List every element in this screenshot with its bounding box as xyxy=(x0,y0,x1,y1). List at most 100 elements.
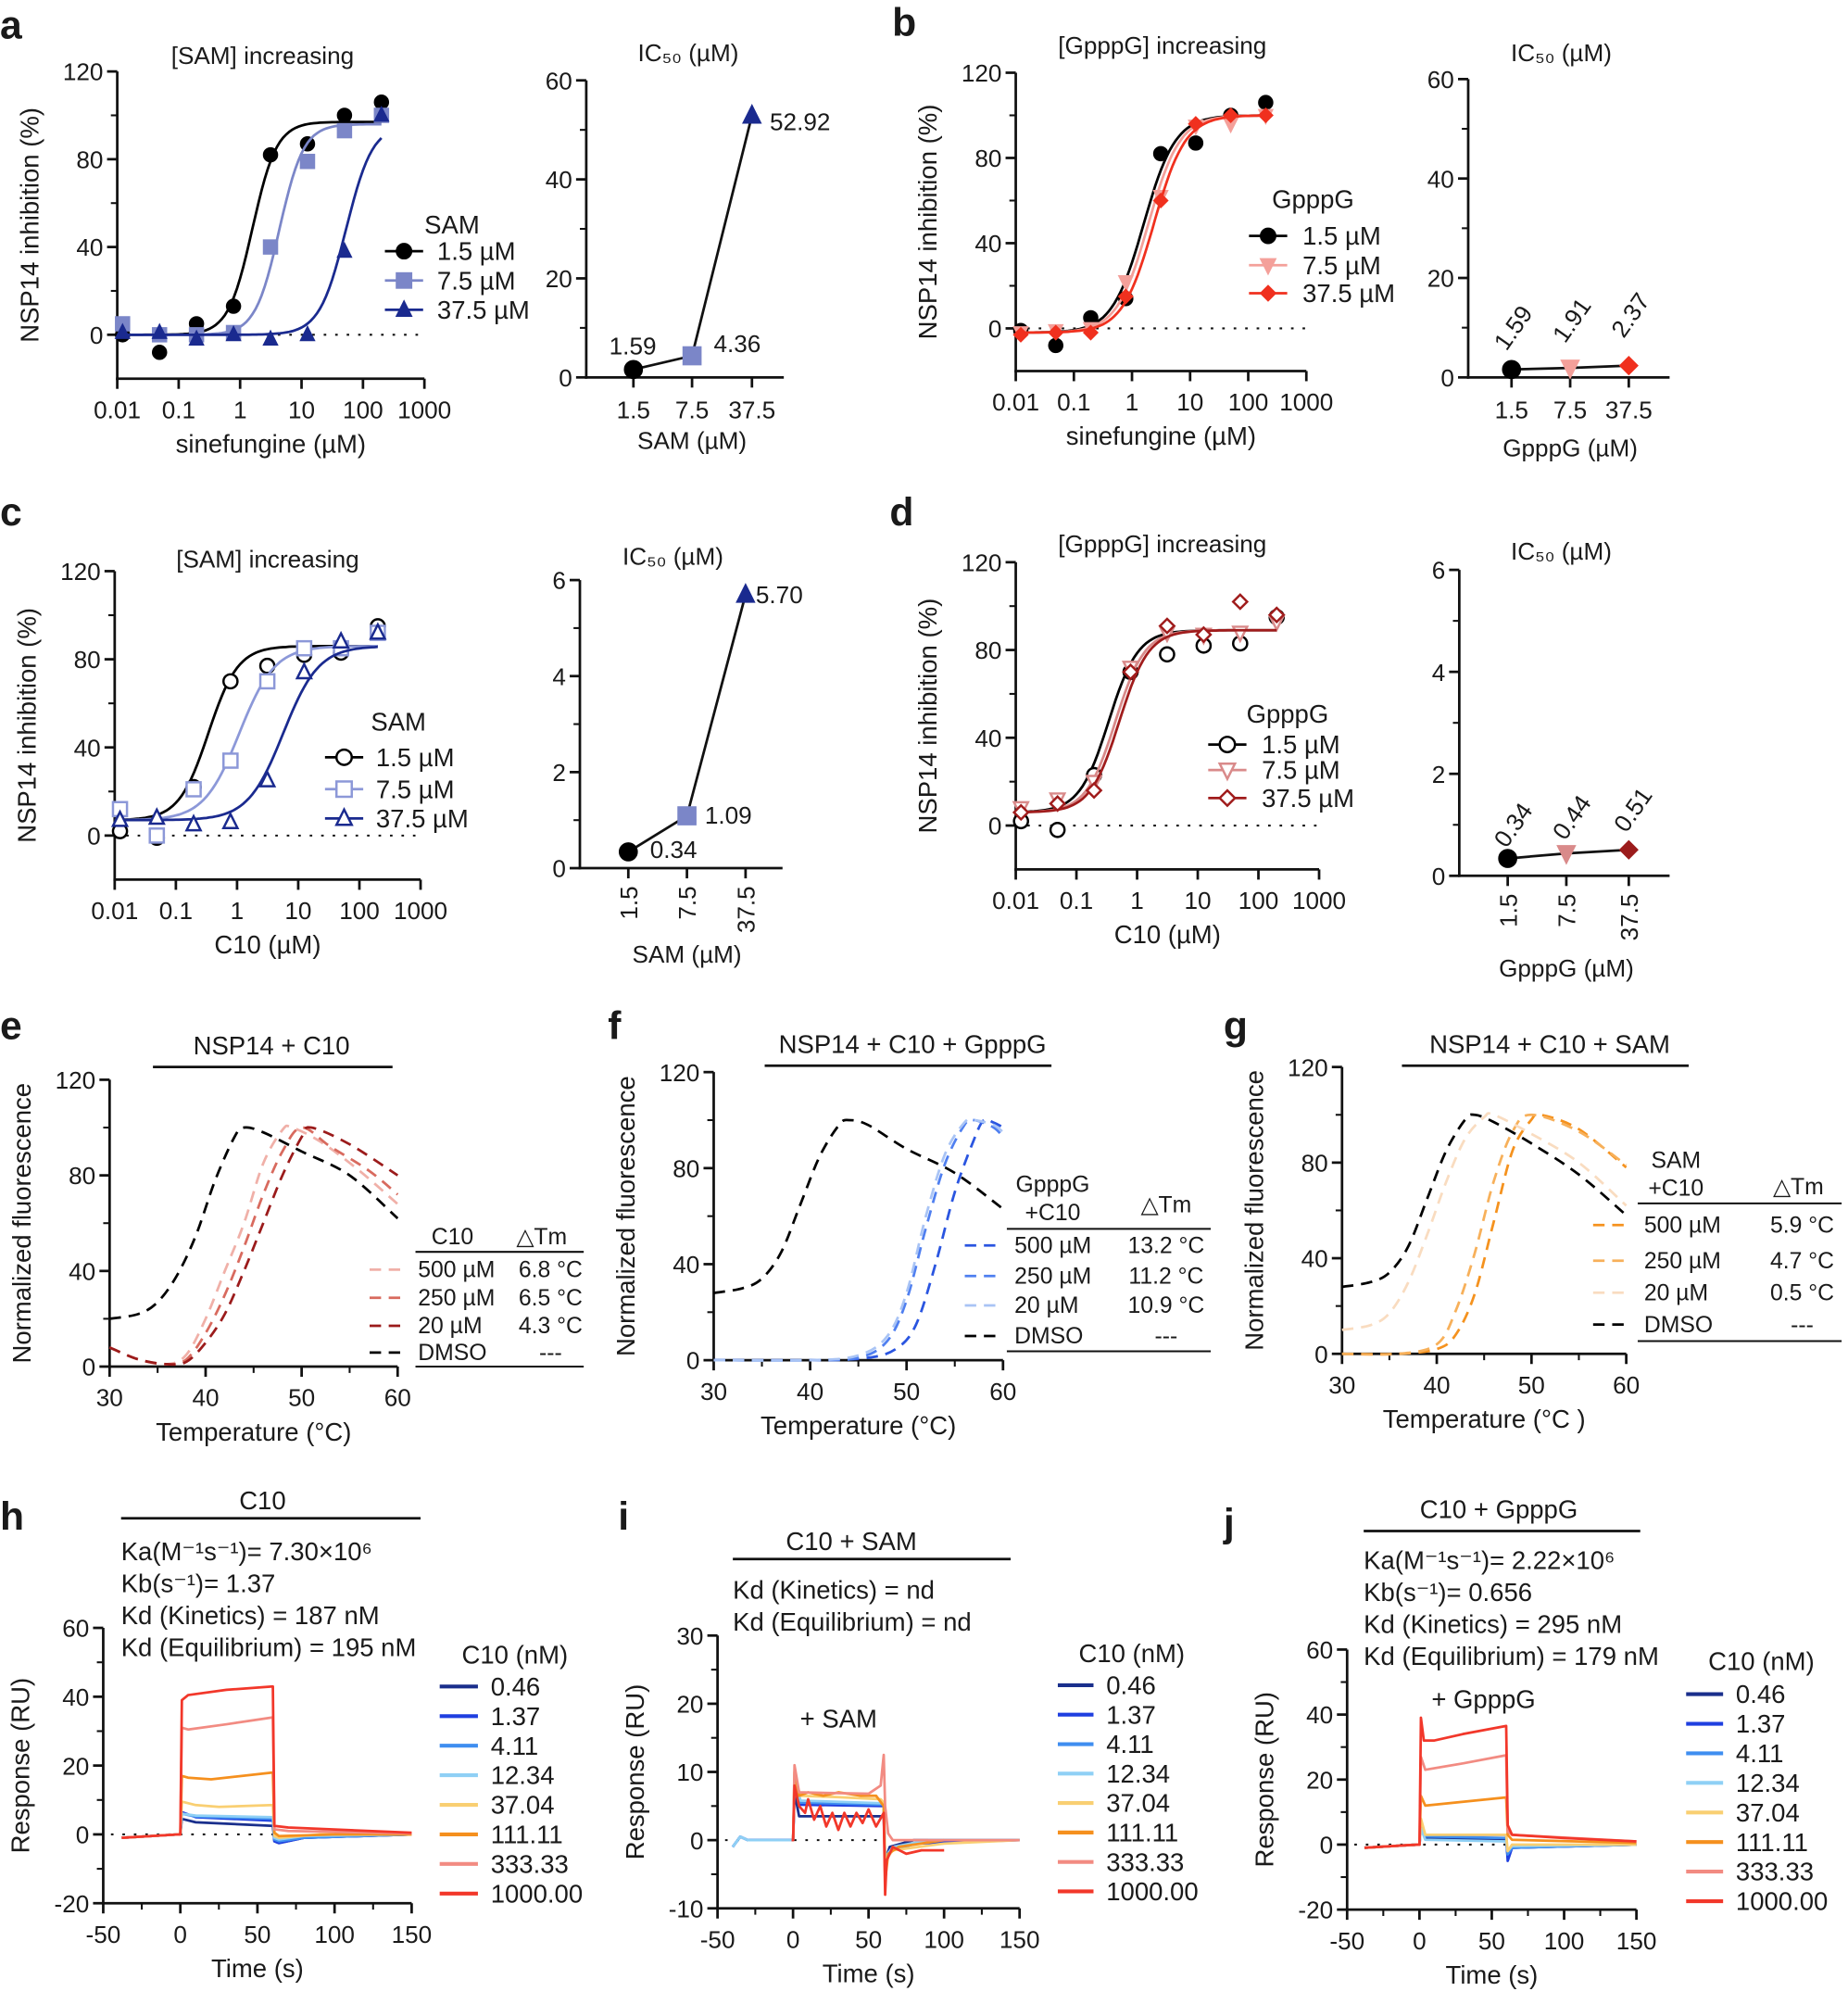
legend-marker xyxy=(1218,736,1237,754)
legend-title: C10 (nM) xyxy=(462,1641,569,1670)
data-point xyxy=(262,239,279,255)
x-tick-label: 0.1 xyxy=(162,396,195,423)
y-axis-label: Normalized fluorescence xyxy=(611,1076,640,1356)
legend-label: 37.5 µM xyxy=(1262,784,1354,813)
x-tick-label: 50 xyxy=(288,1384,315,1412)
y-tick-label: 40 xyxy=(74,734,101,762)
ic50-value-label: 1.59 xyxy=(610,333,657,360)
legend-label: 1000.00 xyxy=(1106,1877,1198,1906)
x-tick-label: 7.5 xyxy=(673,886,701,919)
ic50-point xyxy=(1502,359,1522,380)
y-tick-label: 40 xyxy=(69,1257,95,1285)
melt-curve xyxy=(713,1118,1004,1294)
legend-label: DMSO xyxy=(1014,1324,1083,1349)
x-tick-label: 30 xyxy=(96,1384,123,1412)
x-axis-label: GpppG (µM) xyxy=(1499,954,1634,982)
ic50-point xyxy=(735,583,756,603)
x-axis-label: sinefungine (µM) xyxy=(176,430,366,459)
legend-label: 1.37 xyxy=(1736,1709,1786,1738)
delta-tm-value: 11.2 °C xyxy=(1128,1265,1203,1290)
data-point xyxy=(1188,116,1204,132)
data-point xyxy=(336,107,353,123)
legend-label: 12.34 xyxy=(1106,1759,1170,1788)
y-tick-label: 0 xyxy=(690,1827,704,1855)
x-tick-label: 100 xyxy=(343,396,383,423)
legend-label: 333.33 xyxy=(1736,1858,1814,1886)
panel-letter: a xyxy=(0,3,22,47)
legend-label: 37.5 µM xyxy=(437,296,530,324)
delta-tm-header: △Tm xyxy=(516,1225,567,1250)
x-tick-label: 7.5 xyxy=(675,396,709,423)
chart-title: C10 xyxy=(239,1486,285,1515)
legend-title: C10 (nM) xyxy=(1708,1646,1815,1675)
y-tick-label: 0 xyxy=(1432,863,1446,890)
legend-label: 1.37 xyxy=(491,1702,541,1731)
x-tick-label: 30 xyxy=(700,1378,727,1405)
y-tick-label: 0 xyxy=(559,364,572,392)
delta-tm-value: --- xyxy=(1791,1313,1814,1338)
delta-tm-value: 5.9 °C xyxy=(1770,1214,1834,1239)
legend-label: 0.46 xyxy=(491,1672,541,1701)
legend-label: 1.5 µM xyxy=(437,237,516,266)
x-tick-label: 10 xyxy=(288,396,315,423)
data-point xyxy=(1085,781,1103,800)
legend-label: 4.11 xyxy=(1736,1739,1783,1768)
kinetics-annotation: Kb(s⁻¹)= 1.37 xyxy=(121,1569,276,1598)
legend-title: C10 (nM) xyxy=(1078,1639,1185,1668)
panel-letter: b xyxy=(892,1,916,45)
inset-label: + GpppG xyxy=(1431,1685,1535,1714)
x-axis-label: Temperature (°C) xyxy=(156,1418,351,1446)
x-axis-label: C10 (µM) xyxy=(214,930,321,959)
data-point xyxy=(262,329,279,346)
legend-label: 111.11 xyxy=(1106,1819,1178,1847)
legend-marker xyxy=(334,806,354,826)
chart-title: [GpppG] increasing xyxy=(1058,32,1266,59)
kinetics-annotation: Ka(M⁻¹s⁻¹)= 2.22×10⁶ xyxy=(1364,1546,1615,1575)
y-axis-label: Response (RU) xyxy=(6,1678,35,1854)
y-tick-label: 80 xyxy=(974,145,1001,172)
legend-label: 37.04 xyxy=(1106,1789,1170,1818)
y-axis-label: Response (RU) xyxy=(1250,1692,1278,1868)
sensorgram-trace xyxy=(791,1777,1020,1862)
legend-label: 500 µM xyxy=(1644,1214,1721,1239)
ic50-value-label: 0.51 xyxy=(1608,782,1658,837)
fit-curve xyxy=(117,120,382,336)
delta-tm-header: △Tm xyxy=(1773,1175,1824,1200)
legend-label: 1.5 µM xyxy=(376,743,455,772)
data-point xyxy=(1223,107,1239,124)
sensorgram-trace xyxy=(1364,1716,1637,1849)
panel-letter: i xyxy=(618,1494,629,1539)
y-axis-label: NSP14 inhibition (%) xyxy=(15,107,44,343)
ic50-value-label: 1.91 xyxy=(1547,293,1597,347)
y-tick-label: 40 xyxy=(62,1683,89,1711)
data-point xyxy=(1257,107,1274,124)
legend-label: 500 µM xyxy=(418,1258,495,1283)
x-tick-label: 1.5 xyxy=(615,886,643,919)
x-tick-label: 150 xyxy=(1616,1927,1657,1955)
legend-header: SAM xyxy=(1651,1148,1701,1173)
ic50-point xyxy=(682,346,702,366)
kinetics-annotation: Ka(M⁻¹s⁻¹)= 7.30×10⁶ xyxy=(121,1537,372,1566)
x-tick-label: 50 xyxy=(244,1921,270,1948)
y-tick-label: 40 xyxy=(974,725,1001,752)
y-tick-label: 0 xyxy=(90,321,104,349)
data-point xyxy=(1048,324,1064,341)
y-tick-label: 120 xyxy=(63,58,104,86)
legend-label: 111.11 xyxy=(491,1821,563,1849)
data-point xyxy=(295,639,313,657)
data-point xyxy=(1158,617,1176,635)
data-point xyxy=(222,752,239,769)
x-tick-label: 100 xyxy=(1238,887,1279,914)
data-point xyxy=(1117,288,1134,305)
y-tick-label: 6 xyxy=(552,567,566,595)
y-tick-label: 2 xyxy=(552,759,566,787)
y-tick-label: 0 xyxy=(87,822,101,850)
y-tick-label: 80 xyxy=(673,1154,699,1182)
legend-label: 500 µM xyxy=(1014,1234,1091,1259)
legend-header: +C10 xyxy=(1648,1177,1703,1202)
legend-label: 250 µM xyxy=(1644,1249,1721,1274)
ic50-point xyxy=(677,806,697,826)
x-tick-label: 1.5 xyxy=(617,396,650,423)
x-tick-label: -50 xyxy=(1329,1927,1364,1955)
kinetics-annotation: Kd (Kinetics) = nd xyxy=(733,1575,935,1604)
